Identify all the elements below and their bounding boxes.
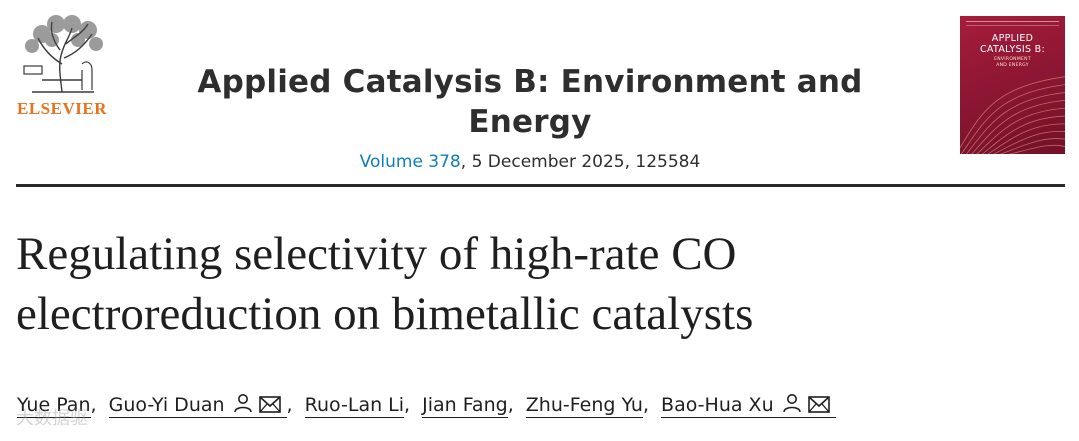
cover-title-line: CATALYSIS B: bbox=[980, 44, 1045, 55]
author-name: Guo-Yi Duan bbox=[108, 394, 225, 416]
author-icons bbox=[782, 393, 836, 416]
author-name: Bao-Hua Xu bbox=[661, 394, 774, 416]
header-divider bbox=[16, 184, 1065, 187]
author-list: Yue Pan, Guo-Yi Duan, Ruo-Lan Li, Jian F… bbox=[17, 393, 836, 418]
article-title-line: electroreduction on bimetallic catalysts bbox=[16, 288, 754, 340]
author-link[interactable]: Zhu-Feng Yu bbox=[525, 394, 643, 418]
author-separator: , bbox=[286, 394, 293, 416]
author-icons bbox=[233, 393, 287, 416]
person-icon bbox=[782, 394, 801, 413]
author-separator: , bbox=[507, 394, 514, 416]
journal-header: Applied Catalysis B: Environment and Ene… bbox=[150, 62, 910, 172]
article-title-line: Regulating selectivity of high-rate CO bbox=[16, 228, 737, 280]
cover-subtitle-line: AND ENERGY bbox=[996, 63, 1029, 68]
author-link[interactable]: Bao-Hua Xu bbox=[661, 394, 836, 418]
cover-header-rule bbox=[966, 21, 1059, 26]
issue-details: , 5 December 2025, 125584 bbox=[460, 152, 701, 172]
author-link[interactable]: Jian Fang bbox=[422, 394, 508, 418]
volume-link[interactable]: Volume 378 bbox=[359, 152, 461, 172]
issue-info: Volume 378, 5 December 2025, 125584 bbox=[150, 152, 910, 172]
publisher-wordmark: ELSEVIER bbox=[17, 99, 107, 118]
author-link[interactable]: Guo-Yi Duan bbox=[108, 393, 287, 418]
author-name: Ruo-Lan Li bbox=[304, 394, 405, 416]
author-separator: , bbox=[404, 394, 411, 416]
journal-cover-image[interactable]: APPLIED CATALYSIS B: ENVIRONMENT AND ENE… bbox=[960, 16, 1065, 154]
cover-subtitle-line: ENVIRONMENT bbox=[994, 57, 1031, 62]
cover-wave-pattern-icon bbox=[960, 76, 1065, 154]
cover-title: APPLIED CATALYSIS B: bbox=[960, 33, 1065, 55]
author-link[interactable]: Yue Pan bbox=[17, 394, 91, 418]
watermark: 大数据驱 bbox=[16, 408, 88, 429]
article-title: Regulating selectivity of high-rate CO e… bbox=[16, 224, 1056, 344]
cover-subtitle: ENVIRONMENT AND ENERGY bbox=[960, 57, 1065, 69]
author-name: Yue Pan bbox=[17, 394, 91, 416]
author-separator: , bbox=[642, 394, 649, 416]
cover-title-line: APPLIED bbox=[991, 33, 1034, 44]
author-separator: , bbox=[90, 394, 97, 416]
author-name: Zhu-Feng Yu bbox=[525, 394, 643, 416]
elsevier-tree-icon bbox=[23, 15, 103, 93]
author-name: Jian Fang bbox=[422, 394, 508, 416]
author-link[interactable]: Ruo-Lan Li bbox=[304, 394, 405, 418]
envelope-icon bbox=[807, 396, 830, 413]
elsevier-logo[interactable]: ELSEVIER bbox=[12, 14, 112, 124]
person-icon bbox=[233, 394, 252, 413]
journal-title[interactable]: Applied Catalysis B: Environment and Ene… bbox=[197, 64, 863, 140]
envelope-icon bbox=[258, 396, 281, 413]
